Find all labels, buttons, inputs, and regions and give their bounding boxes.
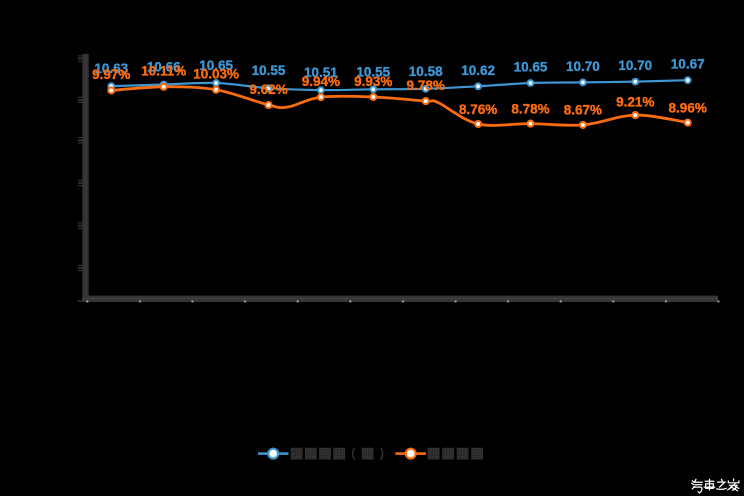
svg-text:8.67%: 8.67% (564, 103, 602, 118)
svg-text:10.70: 10.70 (618, 58, 652, 73)
svg-text:10.51: 10.51 (304, 65, 338, 80)
svg-text:10.65: 10.65 (514, 60, 548, 75)
svg-text:10.62: 10.62 (461, 63, 495, 78)
svg-text:10.66: 10.66 (147, 60, 181, 75)
svg-text:9.21%: 9.21% (616, 94, 654, 109)
svg-text:10.67: 10.67 (671, 57, 705, 72)
svg-text:10.63: 10.63 (94, 61, 128, 76)
svg-text:9.78%: 9.78% (407, 78, 445, 93)
svg-text:8.96%: 8.96% (669, 100, 707, 115)
svg-text:9.94%: 9.94% (302, 74, 340, 89)
svg-text:9.97%: 9.97% (92, 67, 130, 82)
svg-text:10.55: 10.55 (356, 64, 390, 79)
svg-text:9.62%: 9.62% (249, 82, 287, 97)
svg-text:10.65: 10.65 (199, 58, 233, 73)
svg-text:10.58: 10.58 (409, 64, 443, 79)
svg-text:10.70: 10.70 (566, 59, 600, 74)
svg-text:10.03%: 10.03% (193, 67, 239, 82)
svg-text:10.11%: 10.11% (141, 64, 186, 79)
svg-text:8.76%: 8.76% (459, 102, 497, 117)
svg-text:8.78%: 8.78% (511, 101, 549, 116)
svg-text:10.55: 10.55 (252, 63, 286, 78)
svg-text:9.93%: 9.93% (354, 74, 392, 89)
